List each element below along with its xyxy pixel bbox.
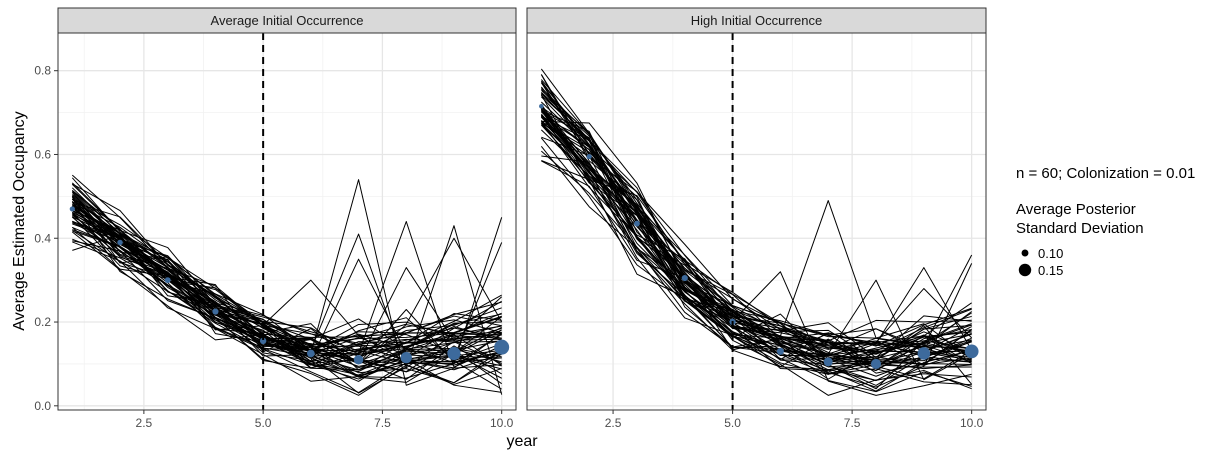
mean-point-2 [634, 220, 640, 227]
trajectory-23 [72, 234, 502, 383]
trajectory-53 [540, 113, 972, 377]
panel-right-lines [540, 68, 973, 396]
legend-label-0.15: 0.15 [1038, 263, 1063, 278]
trajectory-5 [541, 116, 973, 357]
mean-point-3 [681, 274, 688, 282]
y-tick-label-4: 0.8 [34, 64, 51, 78]
strip-left-bg [57, 7, 517, 34]
legend: n = 60; Colonization = 0.01 Average Post… [1016, 165, 1195, 278]
trajectory-59 [72, 202, 502, 338]
trajectory-57 [71, 207, 502, 373]
trajectory-45 [72, 204, 502, 352]
legend-key-0.15 [1018, 263, 1032, 277]
mean-point-5 [776, 347, 784, 355]
facet-left: Average Initial Occurrence 2.5 5.0 7.5 10.0… [34, 7, 517, 430]
trajectory-40 [72, 198, 502, 352]
trajectory-47 [71, 216, 502, 363]
mean-point-2 [164, 277, 171, 284]
mean-point-8 [447, 346, 461, 361]
legend-caption: n = 60; Colonization = 0.01 [1016, 165, 1195, 182]
mean-point-7 [870, 358, 882, 369]
mean-point-9 [494, 339, 510, 355]
strip-right-label: High Initial Occurrence [691, 13, 823, 28]
x-tick-label-3: 10.0 [960, 416, 984, 430]
trajectory-41 [71, 200, 502, 382]
strip-left-label: Average Initial Occurrence [211, 13, 364, 28]
trajectory-47 [540, 82, 972, 355]
trajectory-5 [71, 177, 502, 354]
y-axis-title: Average Estimated Occupancy [11, 111, 28, 330]
panel-left-border [57, 32, 517, 411]
trajectory-52 [540, 121, 972, 370]
y-tick-label-0: 0.0 [34, 399, 51, 413]
trajectory-56 [540, 92, 972, 359]
facet-right: High Initial Occurrence 2.5 5.0 7.5 10.0 [526, 7, 987, 430]
x-tick-label-0: 2.5 [136, 416, 153, 430]
trajectory-50 [72, 241, 502, 384]
trajectory-30 [541, 160, 972, 392]
panel-left-points [69, 206, 510, 365]
mean-point-9 [964, 344, 979, 359]
trajectory-58 [541, 136, 972, 386]
x-tick-label-3: 10.0 [490, 416, 514, 430]
x-axis-title: year [506, 433, 538, 450]
mean-point-5 [307, 349, 315, 358]
trajectory-1 [541, 150, 972, 396]
legend-title-line1: Average Posterior [1016, 201, 1136, 218]
y-tick-label-2: 0.4 [34, 231, 51, 245]
y-tick-label-1: 0.2 [34, 315, 51, 329]
trajectory-19 [71, 216, 502, 393]
x-axis-left: 2.5 5.0 7.5 10.0 [136, 410, 514, 430]
trajectory-57 [540, 96, 972, 363]
y-tick-label-3: 0.6 [34, 147, 51, 161]
legend-label-0.10: 0.10 [1038, 246, 1063, 261]
trajectory-43 [540, 114, 972, 368]
mean-point-8 [917, 347, 931, 360]
trajectory-58 [71, 196, 502, 350]
trajectory-53 [72, 229, 502, 369]
trajectory-33 [540, 123, 972, 365]
mean-point-0 [539, 104, 544, 109]
trajectory-55 [540, 116, 972, 372]
trajectory-55 [72, 213, 502, 376]
trajectory-39 [540, 116, 972, 368]
trajectory-51 [541, 122, 972, 382]
x-tick-label-1: 5.0 [724, 416, 741, 430]
trajectory-59 [540, 74, 972, 370]
mean-point-7 [400, 351, 412, 364]
trajectory-54 [71, 192, 502, 351]
trajectory-48 [540, 105, 972, 390]
trajectory-33 [72, 202, 502, 362]
legend-title-line2: Standard Deviation [1016, 220, 1144, 237]
mean-point-3 [212, 308, 219, 315]
y-axis-left: 0.0 0.2 0.4 0.6 0.8 [34, 64, 58, 413]
x-tick-label-0: 2.5 [605, 416, 622, 430]
strip-right-bg [526, 7, 987, 34]
panel-right-points [539, 104, 979, 369]
panel-right-border [526, 32, 987, 411]
trajectory-48 [71, 174, 502, 344]
trajectory-49 [72, 198, 502, 346]
mean-point-1 [117, 239, 123, 246]
trajectory-20 [72, 230, 502, 382]
panel-left-lines [71, 174, 503, 396]
trajectory-56 [71, 195, 502, 371]
x-tick-label-2: 7.5 [844, 416, 861, 430]
mean-point-6 [353, 354, 364, 365]
mean-point-1 [586, 153, 592, 160]
mean-point-6 [823, 357, 833, 367]
mean-point-4 [259, 337, 267, 345]
trajectory-44 [72, 211, 502, 380]
x-axis-right: 2.5 5.0 7.5 10.0 [605, 410, 984, 430]
x-tick-label-1: 5.0 [255, 416, 272, 430]
x-tick-label-2: 7.5 [374, 416, 391, 430]
legend-key-0.10 [1021, 249, 1029, 257]
mean-point-0 [69, 206, 75, 212]
